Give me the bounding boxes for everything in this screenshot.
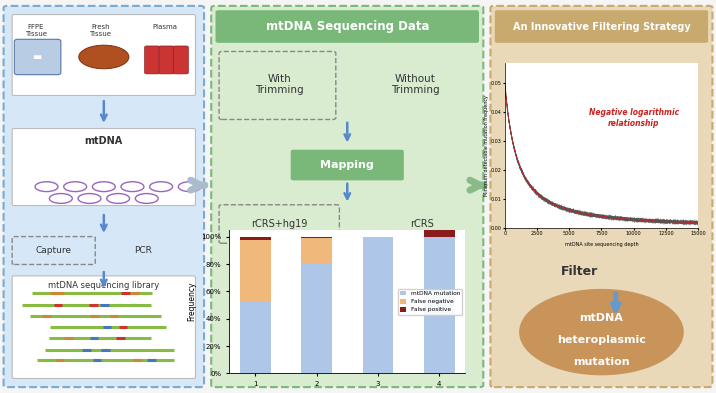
FancyBboxPatch shape bbox=[495, 10, 708, 43]
Bar bbox=[424, 209, 455, 237]
Text: Plasma: Plasma bbox=[153, 24, 177, 29]
Bar bbox=[240, 240, 271, 302]
Text: heteroplasmic: heteroplasmic bbox=[557, 335, 646, 345]
FancyBboxPatch shape bbox=[159, 46, 174, 74]
Y-axis label: Minimum detectable mutation frequency: Minimum detectable mutation frequency bbox=[484, 95, 489, 196]
Text: Without
Trimming: Without Trimming bbox=[391, 74, 440, 95]
FancyBboxPatch shape bbox=[12, 15, 195, 95]
FancyBboxPatch shape bbox=[490, 6, 712, 387]
FancyBboxPatch shape bbox=[216, 10, 479, 43]
FancyBboxPatch shape bbox=[4, 6, 204, 387]
Text: mtDNA: mtDNA bbox=[579, 313, 624, 323]
Text: PCR: PCR bbox=[135, 246, 152, 255]
Bar bbox=[301, 264, 332, 373]
Bar bbox=[240, 237, 271, 240]
Text: mutation: mutation bbox=[573, 356, 630, 367]
Text: mtDNA Sequencing Data: mtDNA Sequencing Data bbox=[266, 20, 429, 33]
Text: Mapping: Mapping bbox=[320, 160, 374, 170]
FancyBboxPatch shape bbox=[12, 129, 195, 206]
FancyBboxPatch shape bbox=[145, 46, 160, 74]
Y-axis label: Frequency: Frequency bbox=[187, 282, 195, 321]
Text: With
Trimming: With Trimming bbox=[255, 74, 304, 95]
Text: Filter: Filter bbox=[561, 264, 599, 278]
Ellipse shape bbox=[519, 289, 684, 375]
Text: /4: /4 bbox=[360, 264, 372, 274]
Text: mtDNA sequencing library: mtDNA sequencing library bbox=[48, 281, 160, 290]
Text: Negative logarithmic
relationship: Negative logarithmic relationship bbox=[589, 108, 679, 128]
FancyBboxPatch shape bbox=[291, 150, 404, 180]
FancyBboxPatch shape bbox=[211, 6, 483, 387]
Bar bbox=[301, 237, 332, 238]
Text: FFPE
Tissue: FFPE Tissue bbox=[25, 24, 47, 37]
Text: mtDNA: mtDNA bbox=[84, 136, 123, 145]
Text: An Innovative Filtering Strategy: An Innovative Filtering Strategy bbox=[513, 22, 690, 32]
Text: Mismatches=1/2/: Mismatches=1/2/ bbox=[243, 264, 344, 274]
FancyBboxPatch shape bbox=[12, 276, 195, 378]
X-axis label: mtDNA site sequencing depth: mtDNA site sequencing depth bbox=[565, 242, 638, 247]
Legend: mtDNA mutation, False negative, False positive: mtDNA mutation, False negative, False po… bbox=[398, 288, 463, 315]
FancyBboxPatch shape bbox=[173, 46, 188, 74]
Text: ▬: ▬ bbox=[33, 52, 42, 62]
Text: Capture: Capture bbox=[36, 246, 72, 255]
FancyBboxPatch shape bbox=[14, 39, 61, 75]
Text: Fresh
Tissue: Fresh Tissue bbox=[90, 24, 111, 37]
Ellipse shape bbox=[79, 45, 129, 69]
Bar bbox=[424, 237, 455, 373]
Text: rCRS+hg19: rCRS+hg19 bbox=[251, 219, 307, 229]
Bar bbox=[362, 237, 393, 373]
Bar bbox=[240, 302, 271, 373]
Text: 3: 3 bbox=[344, 264, 351, 274]
Bar bbox=[301, 238, 332, 264]
Text: rCRS: rCRS bbox=[410, 219, 435, 229]
